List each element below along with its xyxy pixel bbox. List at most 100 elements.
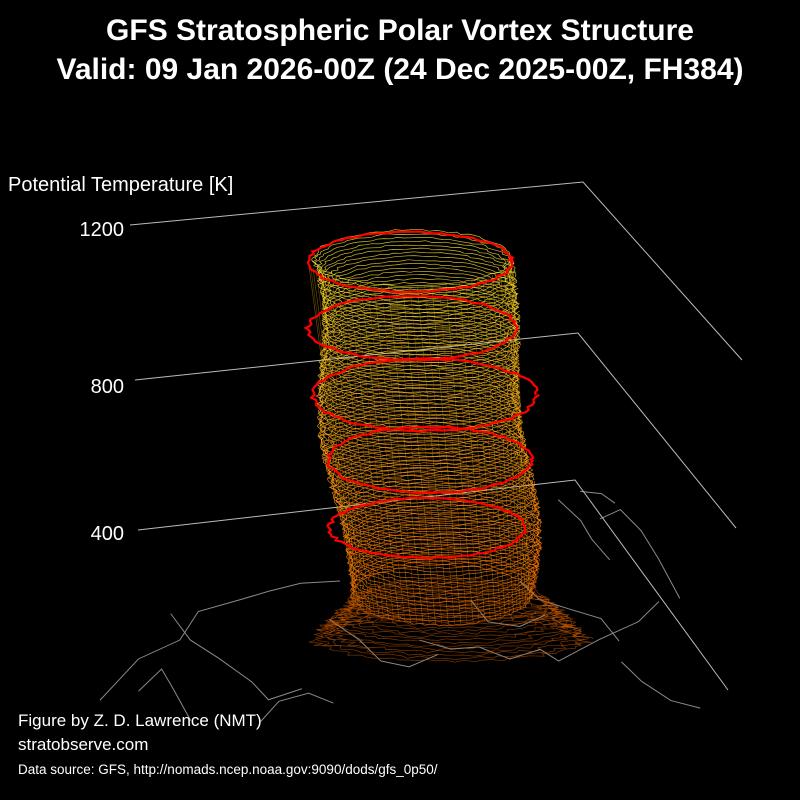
vortex-striation (310, 266, 357, 604)
vortex-contour (316, 398, 523, 459)
coastline (419, 601, 660, 662)
vortex-contour (317, 247, 517, 307)
z-tick-labels: 400 800 1200 (80, 219, 125, 545)
axis-grid (129, 181, 743, 691)
vortex-contour (335, 473, 539, 535)
vortex-contour (316, 240, 516, 299)
vortex-contour (345, 515, 543, 577)
vortex-contour (348, 541, 539, 604)
vortex-striation (482, 277, 506, 617)
vortex-highlight-contour (325, 425, 535, 495)
vortex-contour (318, 410, 526, 470)
vortex-base-contour (339, 585, 561, 633)
vortex-striation (509, 266, 529, 604)
vortex-striation (431, 285, 462, 625)
vortex-contour (331, 462, 537, 523)
chart-subtitle: Valid: 09 Jan 2026-00Z (24 Dec 2025-00Z,… (56, 53, 744, 86)
grid-line-400 (137, 479, 729, 691)
vortex-base-contour (324, 600, 576, 648)
vortex-striation (492, 274, 514, 614)
vortex-striation (459, 282, 485, 622)
vortex-contour (339, 488, 542, 550)
coastline (557, 499, 611, 561)
coastline (621, 661, 701, 709)
vortex-base-contour (333, 591, 568, 638)
vortex-base-contour (347, 579, 555, 627)
vortex-striation (347, 280, 389, 620)
website-credit: stratobserve.com (18, 735, 149, 754)
vortex-striation (366, 283, 406, 623)
vortex-striation (424, 285, 455, 625)
vortex-contour (316, 387, 522, 447)
vortex-striation (417, 285, 449, 625)
vortex-isosurface (303, 228, 594, 663)
vortex-striation (395, 285, 430, 625)
coastline (329, 619, 439, 668)
vortex-striation (373, 284, 412, 624)
coastline (260, 692, 334, 722)
vortex-striation (438, 284, 468, 624)
vortex-contour (321, 289, 521, 348)
vortex-striation (342, 279, 384, 618)
vortex-striation (465, 281, 491, 621)
vortex-striation (471, 280, 496, 620)
author-credit: Figure by Z. D. Lawrence (NMT) (18, 711, 262, 730)
vortex-striation (496, 273, 518, 612)
vortex-contour (317, 364, 521, 424)
vortex-highlight-contour (303, 295, 519, 362)
vortex-contour (343, 507, 543, 569)
vortex-striation (331, 276, 375, 615)
coastline (580, 490, 616, 504)
chart-title: GFS Stratospheric Polar Vortex Structure (106, 14, 694, 47)
vortex-highlight-contour (309, 357, 540, 433)
z-tick-label: 400 (91, 523, 124, 545)
vortex-highlight-contour (326, 496, 528, 560)
vortex-striation (387, 285, 424, 625)
vortex-contour (320, 417, 527, 478)
vortex-base-contour (324, 603, 577, 651)
vortex-highlight-contour (306, 230, 516, 294)
vortex-contour (319, 413, 527, 474)
vortex-contour (326, 443, 534, 504)
vortex-striation (503, 269, 524, 608)
vortex-contour (321, 292, 521, 352)
vortex-base-contour (308, 615, 594, 663)
vortex-contour (317, 255, 518, 314)
vortex-contour (311, 228, 514, 287)
grid-line-800 (134, 332, 737, 529)
vortex-contour (334, 469, 540, 531)
z-tick-label: 800 (91, 376, 124, 398)
vortex-striation (354, 281, 395, 621)
coastline (138, 668, 192, 722)
z-tick-label: 1200 (80, 219, 125, 241)
coastline (99, 580, 341, 701)
vortex-striation (477, 279, 501, 618)
grid-line-1200 (129, 181, 743, 361)
vortex-contour (321, 286, 520, 345)
vortex-striation (308, 264, 355, 602)
vortex-striation (360, 282, 400, 622)
vortex-striation (336, 277, 380, 617)
vortex-striation (327, 274, 371, 614)
vortex-striation (380, 284, 418, 624)
coastline (599, 509, 681, 599)
vortex-striation (315, 269, 361, 608)
vortex-striation (512, 262, 532, 600)
vortex-striation (312, 268, 359, 606)
vortex-contour (323, 432, 530, 493)
vortex-striation (409, 285, 443, 626)
coastline (170, 613, 302, 701)
vortex-contour (348, 537, 540, 600)
vortex-contour (345, 522, 541, 584)
vortex-contour (322, 274, 520, 333)
vortex-striation (487, 276, 510, 615)
vortex-striation (452, 283, 480, 623)
vortex-contour (321, 330, 520, 390)
vortex-contour (317, 244, 515, 302)
vortex-striation (445, 284, 474, 624)
vortex-striation (402, 285, 436, 625)
vortex-base-contour (319, 606, 579, 654)
vortex-striation (319, 271, 364, 610)
z-axis-title: Potential Temperature [K] (8, 174, 234, 196)
